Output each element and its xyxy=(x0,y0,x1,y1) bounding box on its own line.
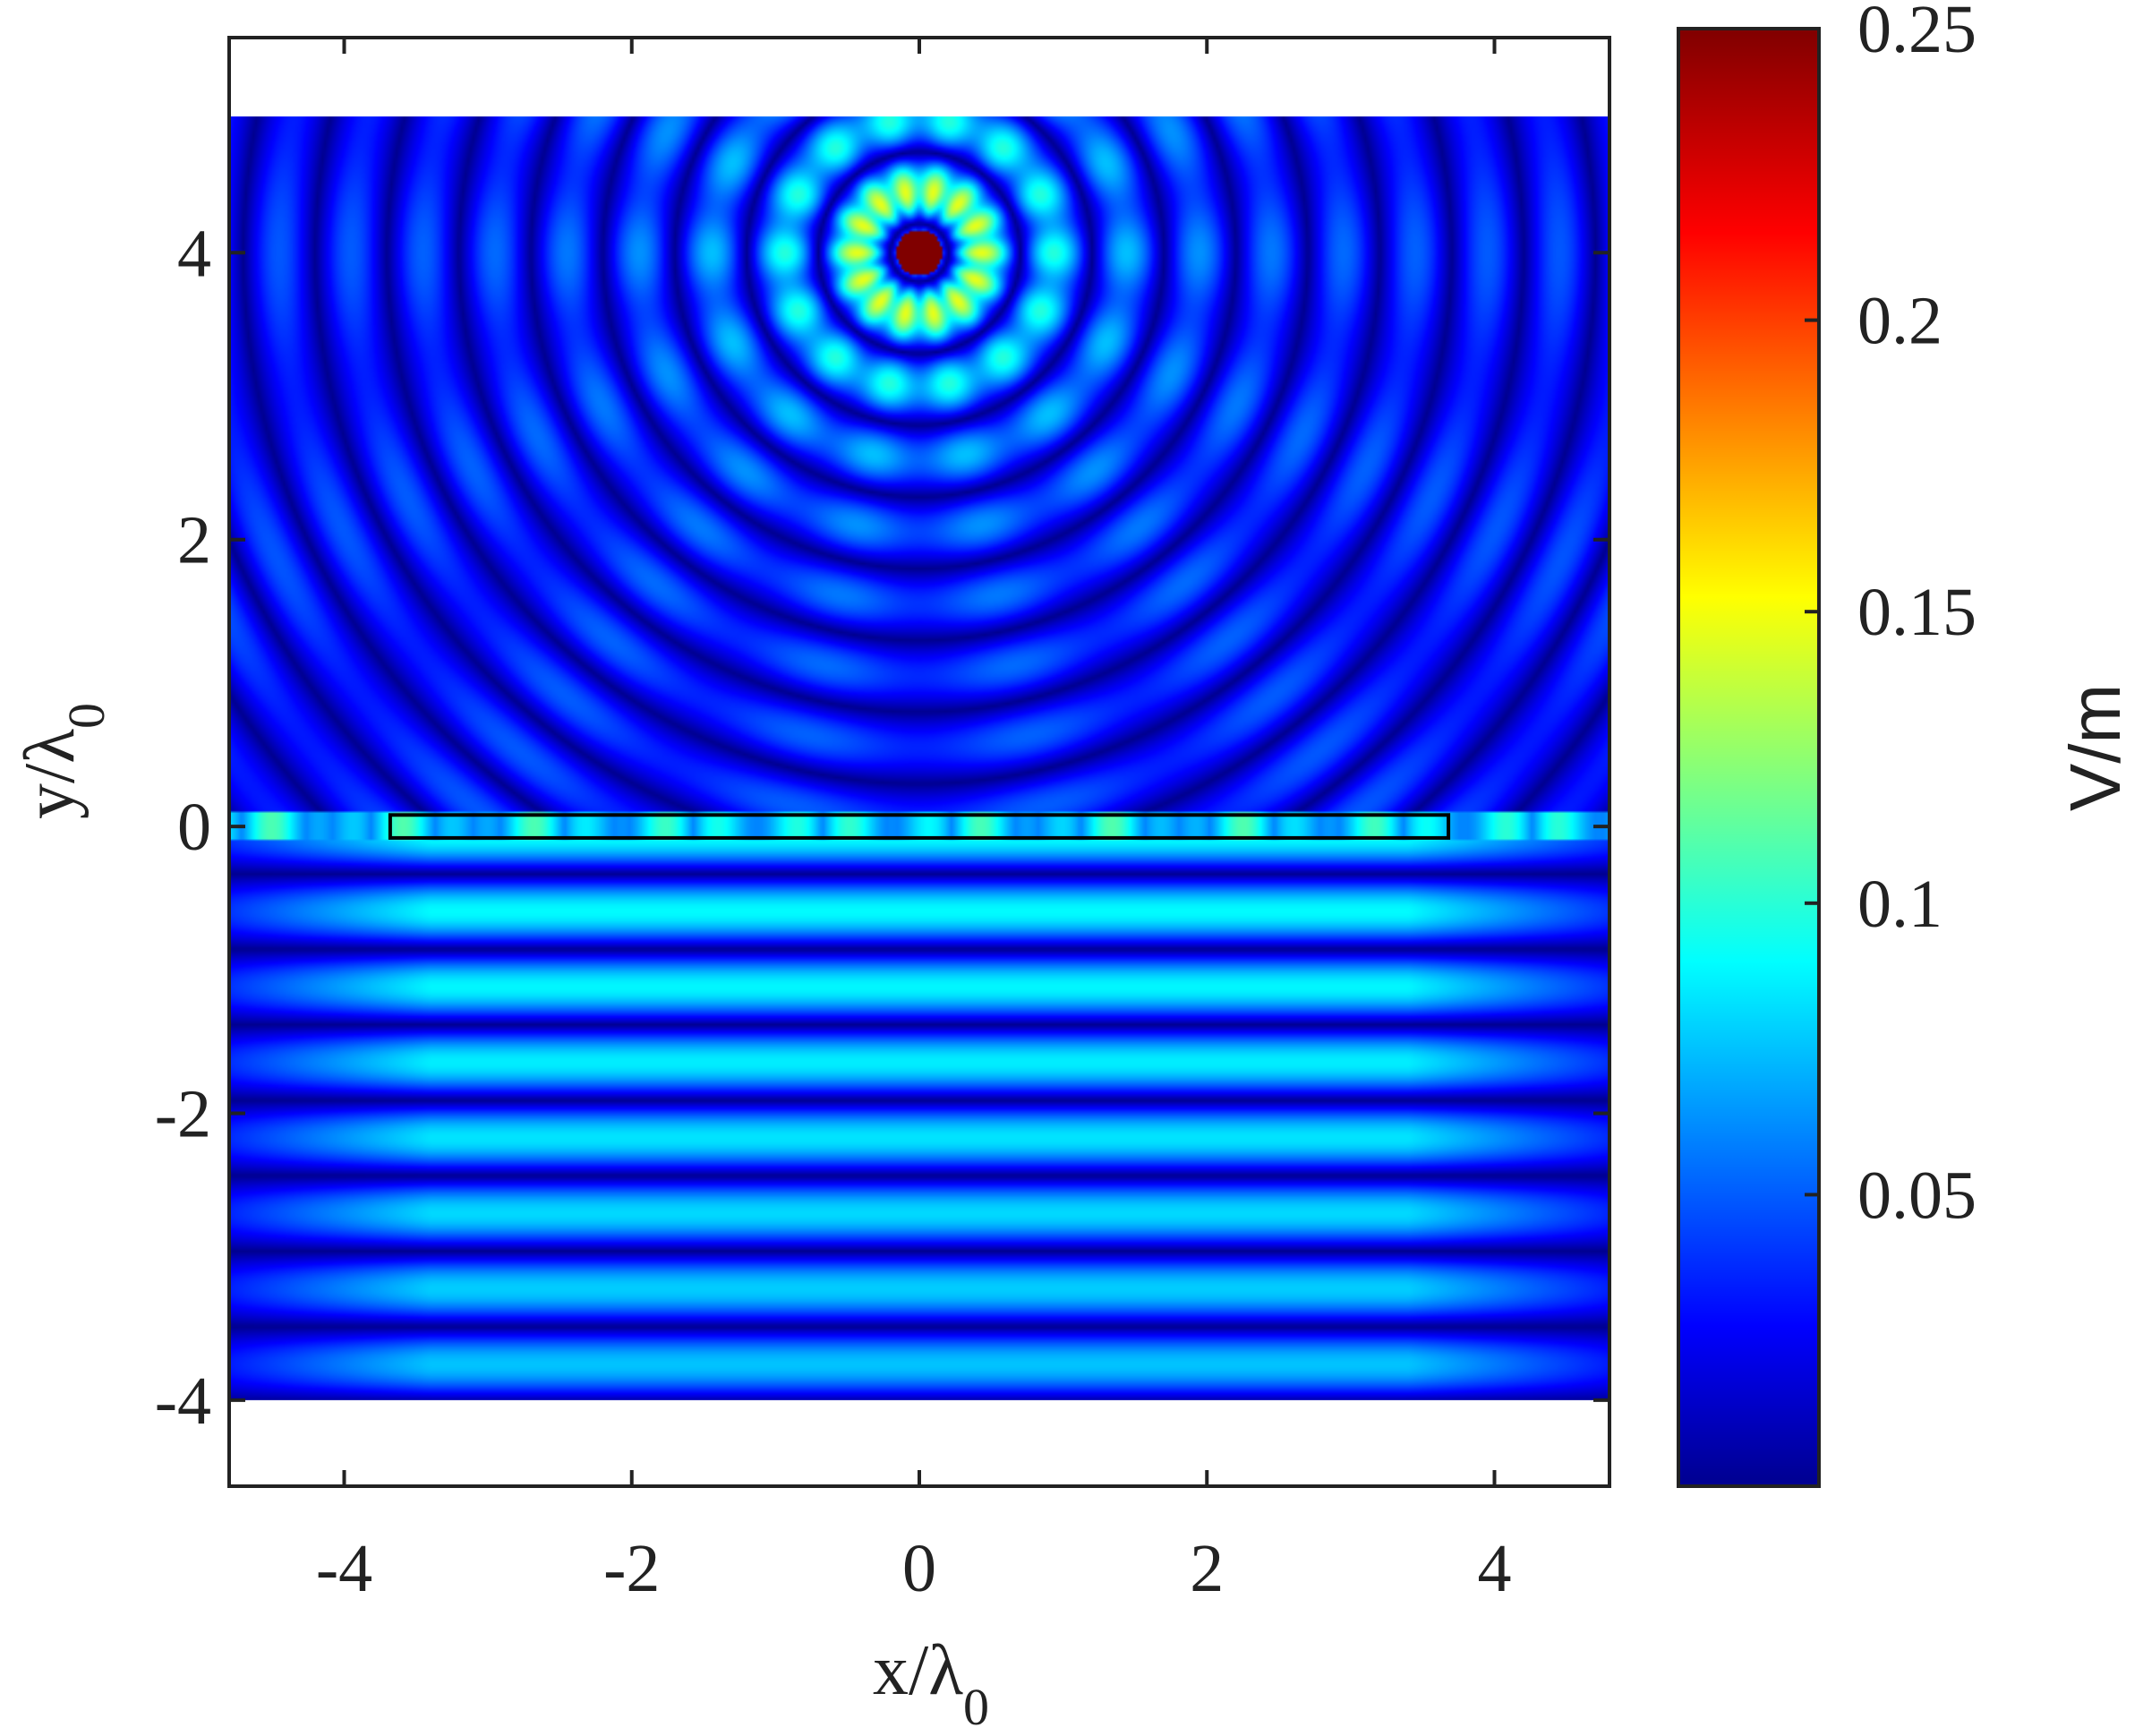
x-axis-label: x/λ0 xyxy=(873,1631,989,1736)
slab-outline xyxy=(388,813,1451,840)
colorbar-tick-label: 0.05 xyxy=(1857,1158,1977,1233)
field-heatmap xyxy=(229,116,1609,1400)
colorbar-tick-label: 0.2 xyxy=(1857,284,1942,359)
y-tick-label: -2 xyxy=(155,1076,211,1151)
y-tick-label: 2 xyxy=(177,503,211,578)
x-axis-ticks: -4 -2 0 2 4 xyxy=(316,38,1512,1606)
y-axis-ticks: -4 -2 0 2 4 xyxy=(155,216,1609,1439)
y-tick-label: -4 xyxy=(155,1364,211,1439)
colorbar-tick-label: 0.25 xyxy=(1857,0,1977,67)
x-tick-label: 2 xyxy=(1190,1531,1224,1606)
y-tick-label: 0 xyxy=(177,790,211,865)
x-tick-label: 0 xyxy=(902,1531,936,1606)
y-tick-label: 4 xyxy=(177,216,211,291)
colorbar xyxy=(1677,27,1821,1488)
colorbar-label: V/m xyxy=(2055,684,2135,811)
x-tick-label: 4 xyxy=(1478,1531,1512,1606)
colorbar-ticks: 0.05 0.1 0.15 0.2 0.25 xyxy=(1805,0,1977,1233)
y-axis-label: y/λ0 xyxy=(11,703,115,819)
colorbar-tick-label: 0.15 xyxy=(1857,575,1977,650)
x-tick-label: -4 xyxy=(316,1531,372,1606)
colorbar-tick-label: 0.1 xyxy=(1857,867,1942,942)
x-tick-label: -2 xyxy=(603,1531,660,1606)
